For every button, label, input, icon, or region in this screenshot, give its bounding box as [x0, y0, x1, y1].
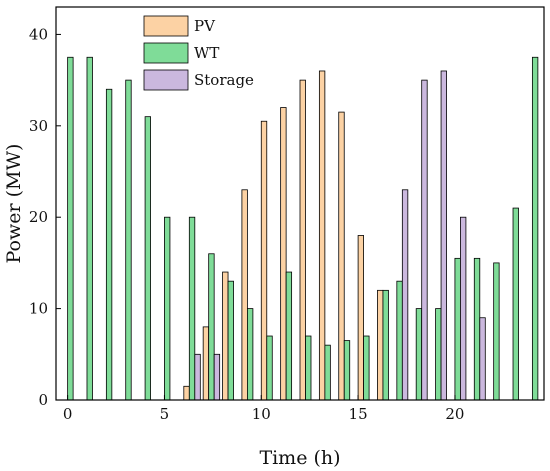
legend-label-wt: WT — [194, 44, 219, 62]
bar-wt-h9 — [246, 308, 254, 401]
bar-storage-h7 — [213, 353, 221, 401]
bar-storage-h21 — [479, 317, 486, 401]
y-tick-label-0: 0 — [38, 391, 48, 409]
bar-wt-h19 — [435, 308, 442, 401]
bar-pv-h12 — [299, 79, 306, 401]
x-tick-label-20: 20 — [445, 405, 464, 423]
y-tick-label-10: 10 — [29, 300, 48, 318]
bar-wt-h5 — [164, 216, 171, 401]
bar-pv-h7 — [202, 326, 210, 401]
legend-swatch-wt — [143, 42, 189, 64]
legend-swatch-storage — [143, 69, 189, 91]
bar-pv-h10 — [260, 120, 268, 401]
bar-wt-h1 — [86, 56, 93, 401]
legend: PV WT Storage — [143, 15, 254, 91]
bar-storage-h19 — [440, 70, 447, 401]
bar-wt-h10 — [266, 335, 273, 401]
bar-wt-h21 — [473, 257, 481, 401]
bar-wt-h8 — [227, 280, 234, 401]
bar-wt-h22 — [493, 262, 500, 401]
bar-storage-h6 — [194, 353, 201, 401]
bar-wt-h6 — [188, 216, 196, 401]
y-tick-label-30: 30 — [29, 117, 48, 135]
bar-pv-h16 — [377, 289, 384, 401]
legend-swatch-pv — [143, 15, 189, 37]
bar-wt-h17 — [396, 280, 403, 401]
x-tick-label-15: 15 — [349, 405, 368, 423]
bar-wt-h13 — [324, 344, 331, 401]
bar-wt-h0 — [67, 56, 74, 401]
bar-wt-h11 — [285, 271, 293, 401]
bar-pv-h11 — [280, 107, 287, 401]
bar-pv-h6 — [183, 385, 190, 401]
x-tick-label-5: 5 — [160, 405, 170, 423]
axis-ticks: 0 5 10 15 20 0 10 20 30 40 — [29, 25, 465, 423]
bar-wt-h18 — [415, 308, 423, 401]
bar-storage-h20 — [460, 216, 467, 401]
bar-wt-h14 — [343, 340, 351, 401]
bar-wt-h2 — [105, 88, 113, 401]
bar-wt-h24 — [531, 56, 539, 401]
bar-wt-h23 — [512, 207, 519, 401]
bar-pv-h15 — [357, 235, 365, 401]
bar-wt-h15 — [363, 335, 370, 401]
bar-pv-h9 — [241, 189, 248, 401]
bar-wt-h12 — [305, 335, 312, 401]
y-axis-title: Power (MW) — [3, 144, 25, 264]
plot-frame — [55, 6, 545, 401]
x-tick-label-0: 0 — [63, 405, 73, 423]
bar-wt-h4 — [144, 116, 151, 401]
bar-wt-h16 — [382, 289, 389, 401]
legend-label-pv: PV — [194, 17, 216, 35]
bar-storage-h17 — [401, 189, 409, 401]
y-tick-label-40: 40 — [29, 25, 48, 43]
x-tick-label-10: 10 — [252, 405, 271, 423]
bar-pv-h8 — [222, 271, 229, 401]
legend-label-storage: Storage — [194, 71, 254, 89]
bar-pv-h13 — [318, 70, 326, 401]
bar-wt-h3 — [125, 79, 132, 401]
bar-wt-h20 — [454, 257, 461, 401]
x-axis-title: Time (h) — [259, 447, 340, 469]
bar-wt-h7 — [208, 253, 215, 401]
y-tick-label-20: 20 — [29, 208, 48, 226]
bar-storage-h18 — [421, 79, 428, 401]
bar-pv-h14 — [338, 111, 345, 401]
